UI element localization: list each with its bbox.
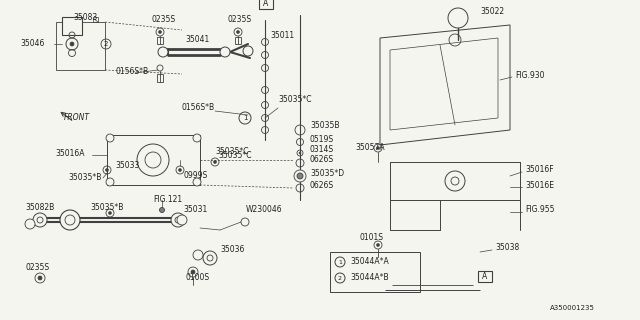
Circle shape bbox=[203, 251, 217, 265]
Bar bbox=[259, 0, 273, 9]
Text: 35044A*B: 35044A*B bbox=[350, 274, 388, 283]
Text: 35033: 35033 bbox=[115, 162, 140, 171]
Text: 0999S: 0999S bbox=[183, 171, 207, 180]
Text: 35082B: 35082B bbox=[25, 204, 54, 212]
Text: 35035*C: 35035*C bbox=[215, 148, 248, 156]
Circle shape bbox=[193, 134, 201, 142]
Text: 35083: 35083 bbox=[73, 13, 97, 22]
Circle shape bbox=[159, 30, 161, 34]
Text: 35044A*A: 35044A*A bbox=[350, 258, 388, 267]
Text: 0519S: 0519S bbox=[310, 135, 334, 145]
Text: FIG.955: FIG.955 bbox=[525, 205, 554, 214]
Text: 1: 1 bbox=[338, 260, 342, 265]
Bar bbox=[157, 37, 163, 44]
Circle shape bbox=[191, 270, 195, 274]
Text: 35038: 35038 bbox=[495, 243, 519, 252]
Text: 2: 2 bbox=[338, 276, 342, 281]
Text: 35035*C: 35035*C bbox=[278, 95, 312, 105]
Text: 35016A: 35016A bbox=[55, 148, 84, 157]
Circle shape bbox=[179, 169, 182, 172]
Text: 35035*B: 35035*B bbox=[90, 203, 124, 212]
Text: FIG.121: FIG.121 bbox=[153, 196, 182, 204]
Text: A: A bbox=[264, 0, 269, 8]
Text: 0235S: 0235S bbox=[152, 15, 176, 25]
Polygon shape bbox=[107, 135, 200, 185]
Text: 35031: 35031 bbox=[183, 205, 207, 214]
Circle shape bbox=[220, 47, 230, 57]
Circle shape bbox=[109, 212, 111, 214]
Text: 0314S: 0314S bbox=[310, 146, 334, 155]
Text: FIG.930: FIG.930 bbox=[515, 70, 545, 79]
Bar bbox=[157, 74, 163, 82]
Text: 35016F: 35016F bbox=[525, 165, 554, 174]
Circle shape bbox=[38, 276, 42, 280]
Text: 0626S: 0626S bbox=[310, 156, 334, 164]
Text: 35057A: 35057A bbox=[355, 143, 385, 153]
Text: 35035*B: 35035*B bbox=[68, 173, 101, 182]
Circle shape bbox=[106, 134, 114, 142]
Circle shape bbox=[193, 250, 203, 260]
Text: 35046: 35046 bbox=[20, 39, 44, 49]
Circle shape bbox=[299, 152, 301, 154]
Circle shape bbox=[376, 147, 380, 149]
Circle shape bbox=[376, 244, 380, 246]
Text: 0626S: 0626S bbox=[310, 180, 334, 189]
Text: 35035B: 35035B bbox=[310, 121, 339, 130]
Circle shape bbox=[158, 47, 168, 57]
Circle shape bbox=[33, 213, 47, 227]
Text: 35011: 35011 bbox=[270, 30, 294, 39]
Circle shape bbox=[214, 161, 216, 164]
Circle shape bbox=[445, 171, 465, 191]
Text: W230046: W230046 bbox=[246, 205, 283, 214]
Text: 0156S*B: 0156S*B bbox=[182, 102, 215, 111]
Circle shape bbox=[171, 213, 185, 227]
Text: 35036: 35036 bbox=[220, 245, 244, 254]
Text: 35022: 35022 bbox=[480, 7, 504, 17]
Text: 35016E: 35016E bbox=[525, 180, 554, 189]
Text: 35035*C: 35035*C bbox=[218, 150, 252, 159]
Bar bbox=[330, 252, 420, 292]
Circle shape bbox=[60, 210, 80, 230]
Circle shape bbox=[193, 178, 201, 186]
Circle shape bbox=[294, 170, 306, 182]
Bar bbox=[478, 271, 492, 282]
Text: A350001235: A350001235 bbox=[550, 305, 595, 311]
Circle shape bbox=[25, 219, 35, 229]
Text: FRONT: FRONT bbox=[64, 114, 90, 123]
Text: 0100S: 0100S bbox=[185, 274, 209, 283]
Circle shape bbox=[106, 178, 114, 186]
Text: 35041: 35041 bbox=[185, 36, 209, 44]
Text: 0156S*B: 0156S*B bbox=[116, 68, 149, 76]
Text: 0235S: 0235S bbox=[228, 15, 252, 25]
Bar bbox=[235, 37, 241, 44]
Circle shape bbox=[159, 207, 164, 212]
Text: 2: 2 bbox=[104, 41, 108, 47]
Polygon shape bbox=[380, 25, 510, 145]
Bar bbox=[62, 17, 82, 35]
Text: 35035*D: 35035*D bbox=[310, 169, 344, 178]
Text: A: A bbox=[483, 272, 488, 281]
Text: 1: 1 bbox=[243, 115, 247, 121]
Text: 0235S: 0235S bbox=[25, 263, 49, 273]
Bar bbox=[56, 22, 105, 70]
Circle shape bbox=[237, 30, 239, 34]
Circle shape bbox=[177, 215, 187, 225]
Circle shape bbox=[243, 46, 253, 56]
Circle shape bbox=[70, 42, 74, 46]
Text: 0101S: 0101S bbox=[360, 234, 384, 243]
Circle shape bbox=[106, 169, 109, 172]
Bar bbox=[93, 17, 98, 22]
Circle shape bbox=[297, 173, 303, 179]
